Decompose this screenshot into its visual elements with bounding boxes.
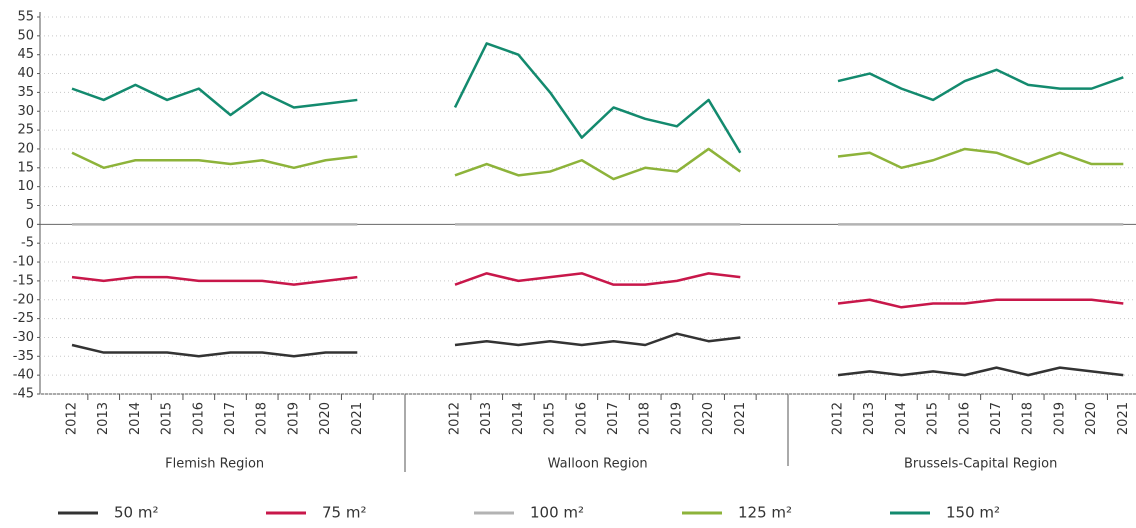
y-tick-label: -25 [13, 311, 34, 326]
x-tick-label: 2017 [989, 402, 1004, 435]
x-tick-label: 2012 [448, 402, 463, 435]
x-tick-label: 2014 [894, 402, 909, 435]
x-tick-label: 2012 [65, 402, 80, 435]
series-line [837, 147, 1124, 170]
series-line [71, 343, 358, 358]
x-tick-label: 2016 [574, 402, 589, 435]
y-tick-label: 50 [17, 28, 34, 43]
y-tick-label: 40 [17, 66, 34, 81]
x-tick-label: 2016 [191, 402, 206, 435]
series-line [454, 272, 741, 286]
y-tick-label: 25 [17, 123, 34, 138]
x-tick-label: 2015 [543, 402, 558, 435]
series-line [837, 298, 1124, 309]
x-tick-label: 2021 [350, 402, 365, 435]
x-tick-label: 2020 [318, 402, 333, 435]
y-tick-label: 45 [17, 47, 34, 62]
y-tick-label: 20 [17, 141, 34, 156]
y-tick-label: 0 [26, 217, 34, 232]
series-line [71, 83, 358, 117]
y-tick-label: 5 [26, 198, 34, 213]
x-tick-label: 2014 [128, 402, 143, 435]
y-tick-label: 10 [17, 179, 34, 194]
legend-label: 100 m² [530, 504, 584, 522]
group-label: Walloon Region [548, 457, 648, 472]
series-line [454, 147, 742, 181]
x-tick-label: 2013 [862, 402, 877, 435]
legend-label: 125 m² [738, 504, 792, 522]
y-tick-label: -10 [13, 255, 34, 270]
x-tick-label: 2021 [733, 402, 748, 435]
legend-label: 150 m² [946, 504, 1000, 522]
x-tick-label: 2019 [669, 402, 684, 435]
y-tick-label: -45 [13, 387, 34, 402]
y-tick-label: -40 [13, 368, 34, 383]
y-tick-label: 55 [17, 10, 34, 25]
x-tick-label: 2020 [701, 402, 716, 435]
x-tick-label: 2019 [286, 402, 301, 435]
x-tick-label: 2015 [926, 402, 941, 435]
x-tick-label: 2016 [957, 402, 972, 435]
y-tick-label: -35 [13, 349, 34, 364]
group-label: Flemish Region [165, 457, 264, 472]
y-tick-label: 15 [17, 160, 34, 175]
x-tick-label: 2013 [96, 402, 111, 435]
series-line [71, 275, 358, 286]
x-tick-label: 2014 [511, 402, 526, 435]
series-line [454, 332, 741, 347]
x-tick-label: 2017 [606, 402, 621, 435]
x-tick-label: 2015 [160, 402, 175, 435]
x-tick-label: 2017 [223, 402, 238, 435]
x-tick-label: 2020 [1084, 402, 1099, 435]
series-line [453, 42, 742, 154]
y-tick-label: 30 [17, 104, 34, 119]
x-tick-label: 2013 [479, 402, 494, 435]
x-tick-label: 2018 [255, 402, 270, 435]
legend-label: 50 m² [114, 504, 158, 522]
x-tick-label: 2012 [831, 402, 846, 435]
group-label: Brussels-Capital Region [904, 457, 1057, 472]
x-tick-label: 2019 [1052, 402, 1067, 435]
x-tick-label: 2021 [1116, 402, 1131, 435]
legend-label: 75 m² [322, 504, 366, 522]
y-tick-label: 35 [17, 85, 34, 100]
y-tick-label: -5 [21, 236, 34, 251]
y-tick-label: -15 [13, 273, 34, 288]
y-tick-label: -30 [13, 330, 34, 345]
x-tick-label: 2018 [638, 402, 653, 435]
series-line [837, 366, 1124, 377]
y-tick-label: -20 [13, 292, 34, 307]
series-line [837, 68, 1124, 102]
x-tick-label: 2018 [1021, 402, 1036, 435]
series-line [71, 151, 358, 170]
